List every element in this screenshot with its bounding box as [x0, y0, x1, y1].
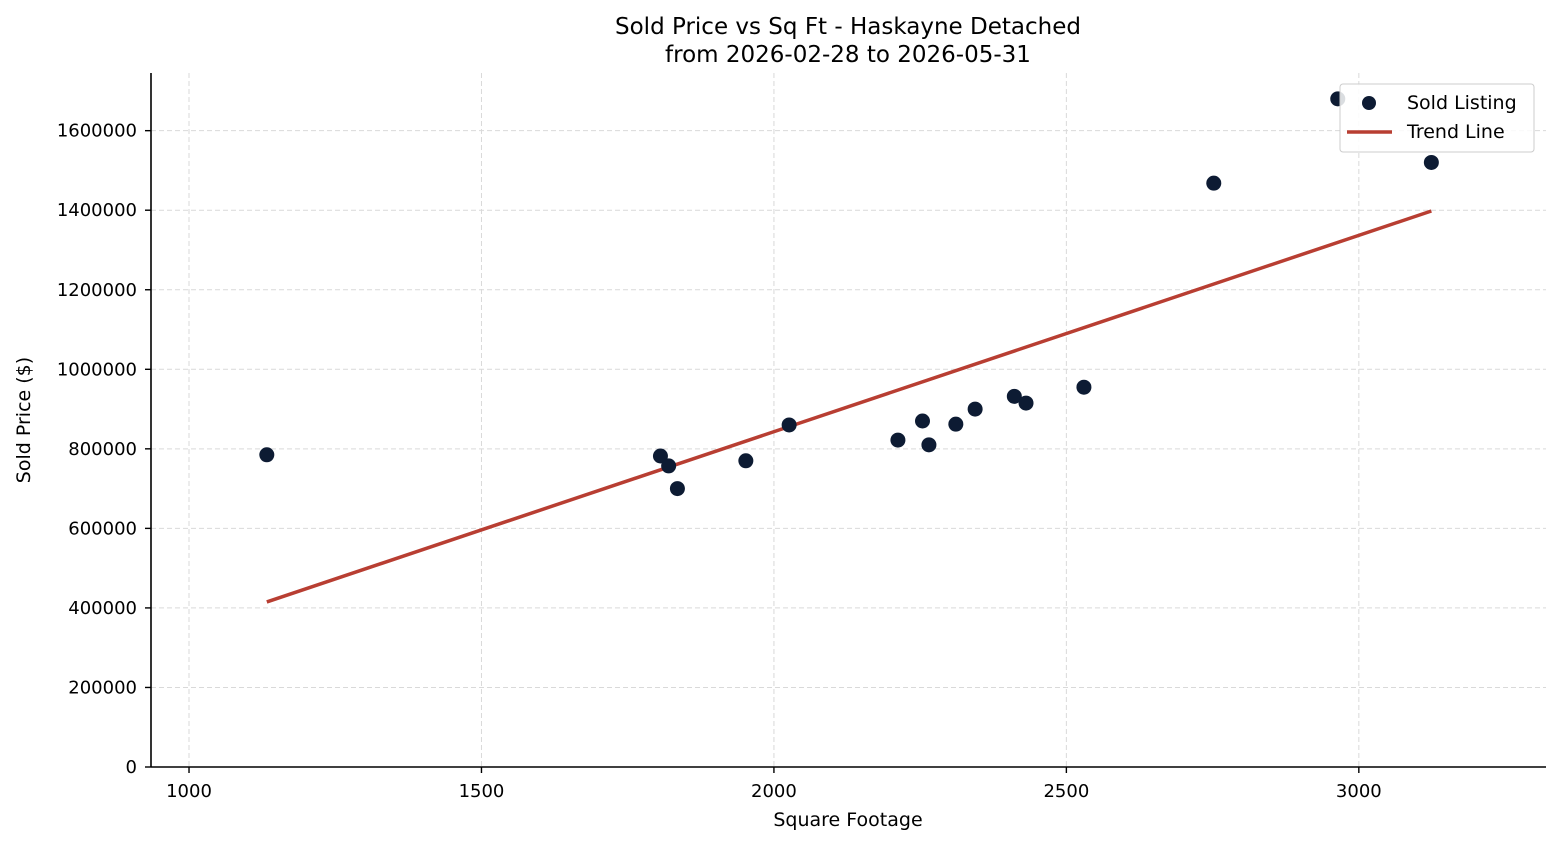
- sold-listing-point: [1018, 395, 1034, 411]
- y-tick-label: 1200000: [57, 280, 137, 301]
- sold-listing-point: [669, 481, 685, 497]
- scatter-points: [259, 91, 1439, 497]
- x-tick-label: 1500: [459, 781, 505, 802]
- y-tick-label: 1000000: [57, 359, 137, 380]
- y-tick-label: 600000: [68, 518, 137, 539]
- x-tick-label: 2000: [751, 781, 797, 802]
- sold-listing-point: [1206, 175, 1222, 191]
- sold-listing-point: [259, 447, 275, 463]
- legend-label-sold-listing: Sold Listing: [1407, 92, 1517, 114]
- sold-listing-point: [921, 437, 937, 453]
- legend: Sold Listing Trend Line: [1339, 83, 1535, 153]
- x-tick-label: 2500: [1043, 781, 1089, 802]
- legend-label-trend-line: Trend Line: [1406, 121, 1505, 143]
- sold-listing-point: [1423, 154, 1439, 170]
- y-tick-label: 800000: [68, 439, 137, 460]
- grid: [151, 73, 1546, 767]
- sold-listing-point: [652, 448, 668, 464]
- legend-box: [1339, 83, 1535, 153]
- y-axis-ticks: 0 200000 400000 600000 800000 1000000 1200000 1…: [57, 121, 151, 778]
- sold-listing-point: [781, 417, 797, 433]
- legend-marker-sold-listing: [1362, 96, 1376, 110]
- x-tick-label: 3000: [1336, 781, 1382, 802]
- y-tick-label: 400000: [68, 598, 137, 619]
- sold-listing-point: [1006, 388, 1022, 404]
- trend-line-group: [266, 209, 1432, 604]
- x-axis-label: Square Footage: [773, 809, 922, 831]
- sold-listing-point: [738, 453, 754, 469]
- y-tick-label: 0: [126, 757, 137, 778]
- y-tick-label: 200000: [68, 677, 137, 698]
- chart-subtitle: from 2026-02-28 to 2026-05-31: [665, 42, 1031, 68]
- sold-listing-point: [948, 416, 964, 432]
- y-axis-label: Sold Price ($): [13, 357, 35, 483]
- y-tick-label: 1400000: [57, 200, 137, 221]
- y-tick-label: 1600000: [57, 121, 137, 142]
- x-tick-label: 1000: [166, 781, 212, 802]
- chart-title: Sold Price vs Sq Ft - Haskayne Detached: [615, 14, 1081, 40]
- sold-listing-point: [890, 432, 906, 448]
- trend-line: [266, 209, 1432, 604]
- x-axis-ticks: 1000 1500 2000 2500 3000: [166, 767, 1382, 802]
- sold-listing-point: [914, 413, 930, 429]
- sold-listing-point: [661, 458, 677, 474]
- sold-listing-point: [1076, 379, 1092, 395]
- sold-listing-point: [967, 401, 983, 417]
